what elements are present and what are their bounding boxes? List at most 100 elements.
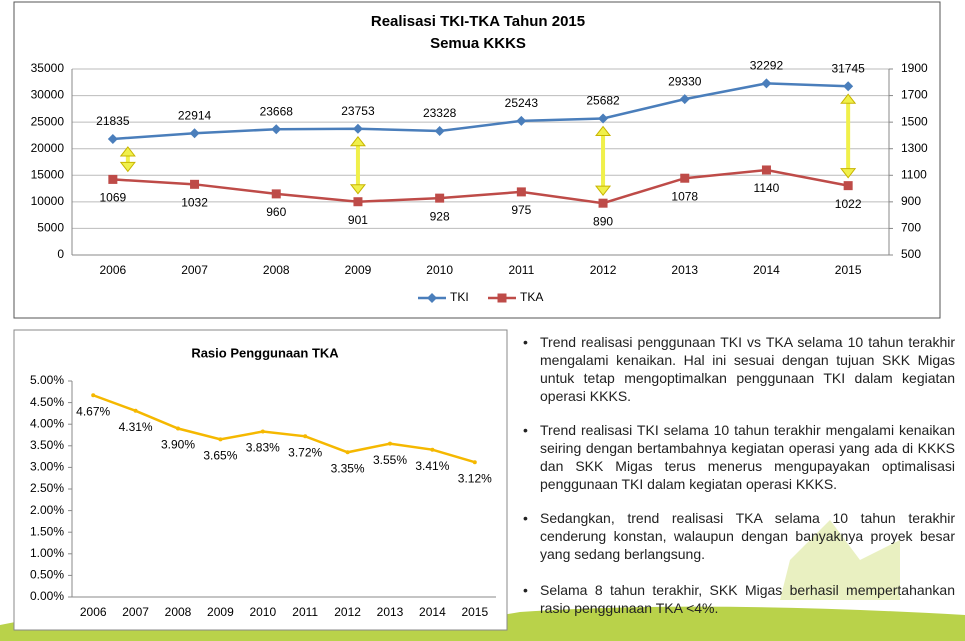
data-label: 960 bbox=[266, 205, 286, 219]
data-label: 1022 bbox=[835, 197, 862, 211]
marker bbox=[271, 124, 282, 135]
y-tick-label: 0.00% bbox=[30, 589, 64, 603]
data-label: 21835 bbox=[96, 114, 130, 128]
bullet-text: Sedangkan, trend realisasi TKA selama 10… bbox=[540, 510, 955, 562]
y-tick-label: 2.50% bbox=[30, 481, 64, 495]
data-label: 1140 bbox=[754, 181, 780, 195]
marker bbox=[434, 126, 445, 137]
marker bbox=[345, 450, 350, 455]
data-label: 3.90% bbox=[161, 438, 195, 452]
marker bbox=[843, 181, 853, 191]
y-tick-label: 30000 bbox=[31, 88, 65, 102]
marker bbox=[516, 115, 527, 126]
marker bbox=[271, 189, 281, 199]
y-tick-label: 3.50% bbox=[30, 438, 64, 452]
x-tick-label: 2007 bbox=[122, 605, 149, 619]
data-label: 901 bbox=[348, 213, 368, 227]
marker bbox=[679, 94, 690, 105]
x-tick-label: 2006 bbox=[99, 263, 126, 277]
bullet: • Trend realisasi TKI selama 10 tahun ter… bbox=[523, 421, 955, 493]
marker bbox=[388, 441, 392, 446]
x-tick-label: 2009 bbox=[207, 605, 234, 619]
x-tick-label: 2008 bbox=[263, 263, 290, 277]
line bbox=[112, 82, 849, 141]
marker bbox=[843, 81, 854, 92]
data-label: 3.12% bbox=[458, 471, 492, 485]
data-label: 928 bbox=[430, 209, 450, 223]
marker bbox=[176, 426, 180, 431]
y-tick-label: 10000 bbox=[31, 194, 65, 208]
y2-tick-label: 1300 bbox=[901, 141, 928, 155]
marker bbox=[260, 429, 265, 434]
marker bbox=[472, 460, 477, 465]
bullet: • Sedangkan, trend realisasi TKA selama 1… bbox=[523, 509, 955, 563]
chart-frame bbox=[13, 329, 508, 631]
marker bbox=[190, 179, 200, 189]
y-tick-label: 25000 bbox=[31, 114, 65, 128]
y2-tick-label: 1500 bbox=[901, 114, 928, 128]
x-tick-label: 2012 bbox=[334, 605, 361, 619]
data-label: 1069 bbox=[99, 191, 126, 205]
x-tick-label: 2011 bbox=[292, 605, 318, 619]
marker bbox=[516, 187, 526, 197]
arrow-head bbox=[349, 135, 366, 195]
chart-title: Rasio Penggunaan TKA bbox=[191, 345, 339, 360]
marker bbox=[680, 173, 690, 183]
chart-title: Realisasi TKI-TKA Tahun 2015 bbox=[371, 13, 585, 30]
marker bbox=[303, 434, 308, 439]
bullet-dot: • bbox=[523, 422, 528, 438]
data-label: 22914 bbox=[178, 108, 212, 122]
line bbox=[92, 394, 476, 464]
data-label: 3.72% bbox=[288, 445, 322, 459]
y2-tick-label: 1100 bbox=[901, 167, 927, 181]
data-label: 3.83% bbox=[246, 441, 280, 455]
bullet-text: Selama 8 tahun terakhir, SKK Migas berha… bbox=[540, 582, 955, 616]
legend-marker bbox=[427, 293, 437, 303]
bullet: • Trend realisasi penggunaan TKI vs TKA s… bbox=[523, 333, 955, 405]
marker bbox=[435, 193, 445, 203]
y-tick-label: 1.50% bbox=[30, 524, 64, 538]
y2-tick-label: 700 bbox=[901, 221, 921, 235]
chart-subtitle: Semua KKKS bbox=[430, 35, 526, 52]
marker bbox=[107, 133, 118, 144]
y2-tick-label: 500 bbox=[901, 247, 921, 261]
arrow-head bbox=[119, 146, 136, 173]
y-tick-label: 15000 bbox=[31, 167, 65, 181]
x-tick-label: 2014 bbox=[753, 263, 780, 277]
legend-label: TKA bbox=[520, 290, 543, 304]
x-tick-label: 2010 bbox=[426, 263, 453, 277]
bullet-dot: • bbox=[523, 334, 528, 350]
x-tick-label: 2010 bbox=[249, 605, 276, 619]
y-tick-label: 2.00% bbox=[30, 503, 64, 517]
legend-label: TKI bbox=[450, 290, 469, 304]
y-tick-label: 5.00% bbox=[30, 373, 64, 387]
x-tick-label: 2007 bbox=[181, 263, 208, 277]
data-label: 25243 bbox=[505, 96, 539, 110]
x-tick-label: 2014 bbox=[419, 605, 446, 619]
data-label: 3.41% bbox=[415, 459, 449, 473]
y-tick-label: 1.00% bbox=[30, 546, 64, 560]
bullet-dot: • bbox=[523, 582, 528, 598]
marker bbox=[353, 197, 363, 207]
data-label: 3.55% bbox=[373, 453, 407, 467]
data-label: 4.67% bbox=[76, 404, 110, 418]
marker bbox=[598, 198, 608, 208]
data-label: 3.35% bbox=[331, 461, 365, 475]
y-tick-label: 4.50% bbox=[30, 395, 64, 409]
x-tick-label: 2006 bbox=[80, 605, 107, 619]
x-tick-label: 2008 bbox=[165, 605, 192, 619]
line bbox=[112, 168, 849, 205]
data-label: 23328 bbox=[423, 106, 457, 120]
bullet-text: Trend realisasi TKI selama 10 tahun tera… bbox=[540, 422, 955, 492]
marker bbox=[761, 165, 771, 175]
y-tick-label: 20000 bbox=[31, 141, 65, 155]
bullet-dot: • bbox=[523, 510, 528, 526]
x-tick-label: 2009 bbox=[345, 263, 372, 277]
data-label: 29330 bbox=[668, 74, 702, 88]
x-tick-label: 2011 bbox=[508, 263, 534, 277]
y2-tick-label: 1700 bbox=[901, 88, 928, 102]
x-tick-label: 2012 bbox=[590, 263, 617, 277]
